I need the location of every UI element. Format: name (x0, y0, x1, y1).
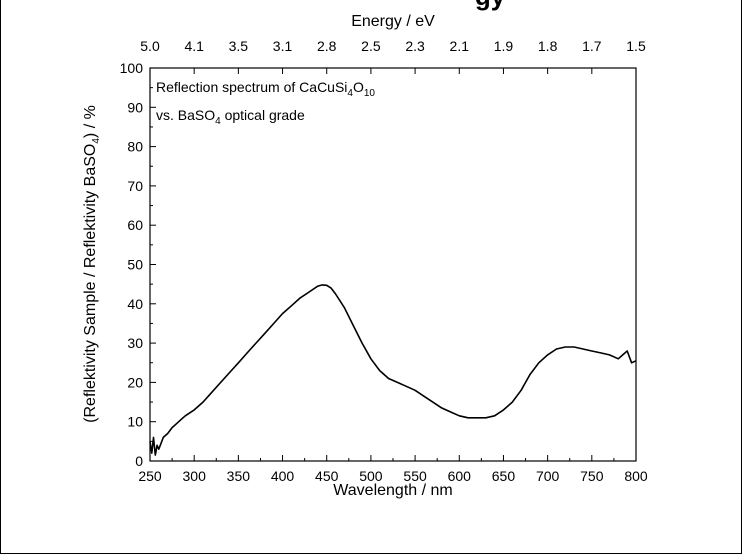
top-axis-tick-labels: 5.0 4.1 3.5 3.1 2.8 2.5 2.3 2.1 1.9 1.8 1.7 1.5 (140, 38, 646, 54)
x-axis-ticks (149, 455, 637, 461)
y-tick-label: 40 (127, 296, 143, 312)
x-tick-label: 700 (536, 468, 560, 484)
y-tick-label: 50 (127, 257, 143, 273)
top-tick-label: 2.5 (361, 38, 381, 54)
top-tick-label: 3.1 (273, 38, 293, 54)
top-tick-label: 1.8 (538, 38, 558, 54)
top-tick-label: 1.7 (582, 38, 602, 54)
y-tick-label: 80 (127, 139, 143, 155)
annotation-line-2: vs. BaSO4 optical grade (156, 107, 305, 127)
y-tick-label: 100 (120, 60, 144, 76)
x-tick-label: 600 (448, 468, 472, 484)
y-tick-label: 0 (135, 453, 143, 469)
top-tick-label: 2.8 (317, 38, 337, 54)
top-tick-label: 3.5 (229, 38, 249, 54)
annotation-line-1: Reflection spectrum of CaCuSi4O10 (156, 79, 375, 99)
x-tick-label: 750 (580, 468, 604, 484)
y-axis-ticks (150, 67, 156, 462)
x-tick-label: 800 (624, 468, 648, 484)
y-tick-label: 20 (127, 374, 143, 390)
top-axis-ticks (149, 68, 637, 74)
x-tick-label: 250 (138, 468, 162, 484)
top-tick-label: 1.5 (626, 38, 646, 54)
y-tick-label: 10 (127, 414, 143, 430)
x-tick-label: 500 (359, 468, 383, 484)
plot-area-border (149, 67, 637, 462)
reflectance-series-line (149, 284, 637, 456)
x-tick-label: 350 (227, 468, 251, 484)
x-tick-label: 550 (403, 468, 427, 484)
x-tick-label: 400 (271, 468, 295, 484)
top-tick-label: 2.1 (450, 38, 470, 54)
top-axis-title: Energy / eV (351, 13, 435, 30)
x-tick-label: 450 (315, 468, 339, 484)
y-tick-label: 90 (127, 99, 143, 115)
top-tick-label: 4.1 (184, 38, 204, 54)
x-axis-tick-labels: 250 300 350 400 450 500 550 600 650 700 750 800 (138, 468, 648, 484)
y-tick-label: 60 (127, 217, 143, 233)
y-tick-label: 70 (127, 178, 143, 194)
top-tick-label: 5.0 (140, 38, 160, 54)
top-tick-label: 2.3 (405, 38, 425, 54)
y-tick-label: 30 (127, 335, 143, 351)
y-axis-tick-labels: 0 10 20 30 40 50 60 70 80 90 100 (120, 60, 144, 469)
x-tick-label: 650 (492, 468, 516, 484)
x-tick-label: 300 (183, 468, 207, 484)
top-tick-label: 1.9 (494, 38, 514, 54)
clipped-title-fragment: gy (475, 0, 506, 11)
x-axis-title: Wavelength / nm (333, 482, 452, 499)
y-axis-title: (Reflektivity Sample / Reflektivity BaSO… (82, 105, 102, 423)
